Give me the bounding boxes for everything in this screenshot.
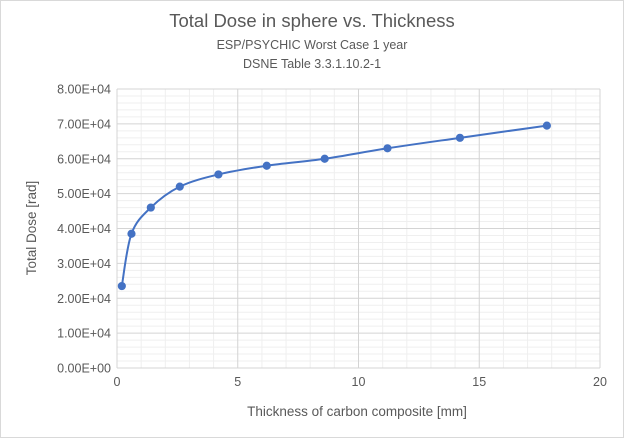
y-tick-label: 1.00E+04 — [57, 327, 111, 341]
y-axis-title: Total Dose [rad] — [24, 181, 39, 276]
data-point — [175, 182, 184, 191]
y-tick-label: 0.00E+00 — [57, 362, 111, 376]
y-tick-label: 6.00E+04 — [57, 152, 111, 166]
chart-subtitle-2: DSNE Table 3.3.1.10.2-1 — [242, 57, 382, 71]
chart-title: Total Dose in sphere vs. Thickness — [169, 10, 455, 31]
data-point — [117, 281, 126, 291]
data-point — [542, 121, 551, 130]
data-point — [383, 144, 392, 153]
series-layer — [117, 121, 551, 291]
tick-labels: 0 5 10 15 20 0.00E+00 1.00E+04 2.00E+04 3.00E+04… — [57, 83, 607, 390]
x-tick-label: 0 — [114, 375, 121, 389]
y-tick-label: 8.00E+04 — [57, 83, 111, 97]
x-tick-label: 20 — [593, 375, 607, 389]
data-point — [146, 203, 155, 212]
x-tick-label: 10 — [352, 375, 366, 389]
data-point — [127, 229, 136, 238]
chart-subtitle-1: ESP/PSYCHIC Worst Case 1 year — [216, 38, 408, 52]
x-tick-label: 5 — [234, 375, 241, 389]
data-point — [320, 154, 329, 163]
data-point — [262, 161, 271, 170]
y-tick-label: 3.00E+04 — [57, 257, 111, 271]
gridlines — [116, 88, 601, 369]
data-point — [214, 170, 223, 179]
x-tick-label: 15 — [472, 375, 486, 389]
series-line — [120, 124, 548, 287]
y-tick-label: 4.00E+04 — [57, 222, 111, 236]
y-tick-label: 7.00E+04 — [57, 117, 111, 131]
y-tick-label: 5.00E+04 — [57, 187, 111, 201]
data-point — [455, 133, 465, 142]
x-axis-title: Thickness of carbon composite [mm] — [247, 404, 467, 419]
y-tick-label: 2.00E+04 — [57, 292, 111, 306]
